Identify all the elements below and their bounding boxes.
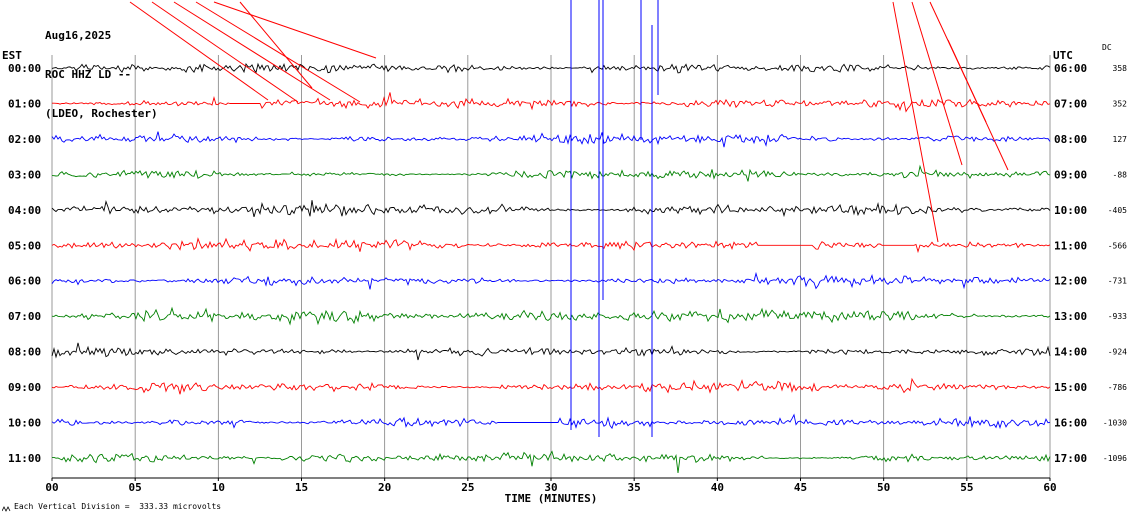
red-timing-line: [173, 1, 331, 101]
red-timing-line: [151, 1, 299, 103]
utc-time-label: 10:00: [1054, 204, 1087, 217]
dc-value-label: -1096: [1103, 454, 1127, 463]
dc-value-label: -786: [1108, 383, 1127, 392]
utc-time-label: 16:00: [1054, 417, 1087, 430]
trace-row-9: [51, 377, 1051, 395]
est-time-label: 05:00: [8, 239, 41, 252]
x-tick-label: 30: [544, 481, 557, 494]
x-tick-label: 15: [295, 481, 308, 494]
trace-row-7: [51, 306, 1051, 326]
dc-value-label: 352: [1113, 99, 1128, 108]
trace-row-11: [52, 450, 1051, 474]
dc-value-label: -731: [1108, 277, 1127, 286]
est-time-label: 09:00: [8, 381, 41, 394]
est-time-label: 01:00: [8, 97, 41, 110]
trace-row-4: [51, 200, 1051, 218]
x-tick-label: 10: [212, 481, 225, 494]
dc-value-label: -566: [1108, 241, 1127, 250]
trace-row-10: [51, 413, 1051, 430]
trace-row-1: [52, 92, 1051, 113]
trace-row-0: [51, 62, 1051, 74]
red-timing-line: [239, 1, 313, 89]
header-location: (LDEO, Rochester): [45, 107, 158, 120]
red-timing-line: [892, 1, 939, 243]
x-tick-label: 50: [877, 481, 890, 494]
utc-time-label: 11:00: [1054, 239, 1087, 252]
utc-time-label: 07:00: [1054, 97, 1087, 110]
est-time-label: 07:00: [8, 310, 41, 323]
est-time-label: 00:00: [8, 62, 41, 75]
x-tick-label: 05: [129, 481, 142, 494]
utc-time-label: 08:00: [1054, 133, 1087, 146]
x-tick-label: 00: [45, 481, 58, 494]
x-tick-label: 40: [711, 481, 724, 494]
trace-row-2: [51, 131, 1051, 148]
x-tick-label: 35: [628, 481, 641, 494]
header-date: Aug16,2025: [45, 29, 112, 42]
utc-time-label: 14:00: [1054, 346, 1087, 359]
est-label: EST: [2, 49, 22, 62]
dc-value-label: -1030: [1103, 419, 1127, 428]
dc-label: DC: [1102, 43, 1112, 52]
dc-value-label: -405: [1108, 206, 1127, 215]
x-tick-label: 25: [461, 481, 474, 494]
footer-wave-icon: [2, 505, 41, 519]
est-time-label: 08:00: [8, 346, 41, 359]
trace-row-8: [51, 342, 1051, 361]
utc-time-label: 06:00: [1054, 62, 1087, 75]
red-timing-line: [129, 1, 269, 101]
dc-value-label: 358: [1113, 64, 1128, 73]
trace-row-6: [51, 271, 1051, 290]
header-station: ROC HHZ LD --: [45, 68, 132, 81]
est-time-label: 04:00: [8, 204, 41, 217]
footer-note: Each Vertical Division = 333.33 microvol…: [14, 502, 222, 511]
x-tick-label: 55: [960, 481, 973, 494]
utc-time-label: 15:00: [1054, 381, 1087, 394]
red-timing-line: [195, 1, 361, 103]
utc-time-label: 12:00: [1054, 275, 1087, 288]
trace-row-5: [51, 237, 1051, 254]
x-tick-label: 20: [378, 481, 391, 494]
utc-label: UTC: [1053, 49, 1073, 62]
red-timing-line: [213, 1, 377, 59]
plot-header: Aug16,2025 ROC HHZ LD -- (LDEO, Rocheste…: [45, 3, 158, 146]
x-tick-label: 60: [1043, 481, 1056, 494]
utc-time-label: 17:00: [1054, 452, 1087, 465]
x-axis-title: TIME (MINUTES): [504, 492, 598, 505]
dc-value-label: -924: [1108, 348, 1127, 357]
est-time-label: 02:00: [8, 133, 41, 146]
dc-value-label: -88: [1113, 170, 1128, 179]
utc-time-label: 09:00: [1054, 168, 1087, 181]
utc-time-label: 13:00: [1054, 310, 1087, 323]
trace-row-3: [51, 164, 1051, 182]
dc-value-label: 127: [1113, 135, 1128, 144]
est-time-label: 03:00: [8, 168, 41, 181]
red-timing-line: [911, 1, 963, 166]
dc-value-label: -933: [1108, 312, 1127, 321]
est-time-label: 10:00: [8, 417, 41, 430]
red-timing-line: [947, 39, 1009, 171]
est-time-label: 11:00: [8, 452, 41, 465]
est-time-label: 06:00: [8, 275, 41, 288]
x-tick-label: 45: [794, 481, 807, 494]
